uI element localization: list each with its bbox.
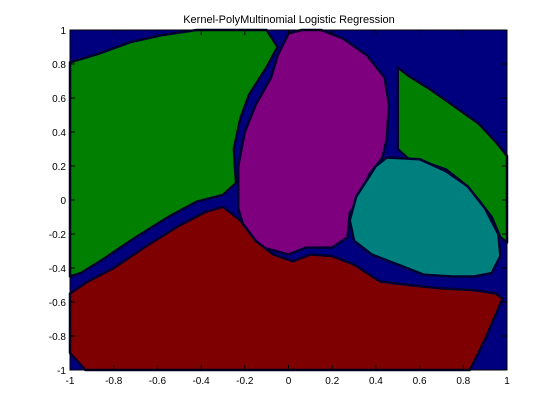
x-axis: -1 -0.8 -0.6 -0.4 -0.2 0 0.2 0.4 0.6 0.8 1 bbox=[66, 30, 510, 387]
x-tick-label: 0.4 bbox=[369, 376, 383, 387]
y-tick-label: 0 bbox=[60, 196, 66, 207]
region-green-left bbox=[68, 28, 279, 278]
y-tick-label: 1 bbox=[60, 26, 66, 37]
x-tick-label: -0.4 bbox=[192, 376, 210, 387]
x-tick-label: -0.8 bbox=[105, 376, 123, 387]
x-tick-label: 0.2 bbox=[325, 376, 339, 387]
y-tick-label: -0.4 bbox=[49, 264, 67, 275]
x-tick-label: 0 bbox=[286, 376, 292, 387]
y-axis: 1 0.8 0.6 0.4 0.2 0 -0.2 -0.4 -0.6 -0.8 -1 bbox=[49, 26, 507, 377]
chart-title: Kernel-PolyMultinomial Logistic Regressi… bbox=[183, 14, 395, 26]
y-tick-label: -1 bbox=[57, 366, 66, 377]
y-tick-label: -0.6 bbox=[49, 298, 67, 309]
y-tick-label: 0.6 bbox=[52, 94, 66, 105]
x-tick-label: 0.8 bbox=[456, 376, 470, 387]
x-tick-label: -1 bbox=[66, 376, 75, 387]
y-tick-label: -0.8 bbox=[49, 332, 67, 343]
y-tick-label: -0.2 bbox=[49, 230, 67, 241]
x-tick-label: -0.6 bbox=[149, 376, 167, 387]
y-tick-label: 0.2 bbox=[52, 162, 66, 173]
y-tick-label: 0.8 bbox=[52, 60, 66, 71]
x-tick-label: 0.6 bbox=[413, 376, 427, 387]
region-red-bottom bbox=[68, 205, 504, 372]
decision-regions bbox=[68, 28, 509, 372]
y-tick-label: 0.4 bbox=[52, 128, 66, 139]
x-tick-label: -0.2 bbox=[236, 376, 254, 387]
region-purple-center bbox=[236, 28, 391, 256]
x-tick-label: 1 bbox=[504, 376, 510, 387]
region-teal-right bbox=[348, 156, 502, 278]
